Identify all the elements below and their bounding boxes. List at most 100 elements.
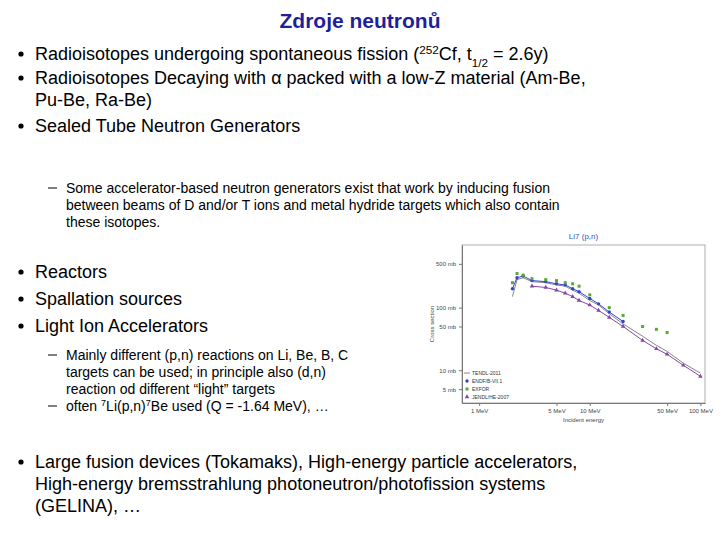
bullet-text: High-energy bremsstrahlung photoneutron/…	[35, 474, 545, 494]
data-point	[577, 298, 582, 302]
data-point	[698, 374, 703, 378]
data-point	[607, 315, 612, 319]
data-point	[515, 276, 518, 279]
bullet-text: between beams of D and/or T ions and met…	[66, 197, 560, 213]
text-run: targets can be used; in principle also (…	[66, 364, 326, 380]
slide-title: Zdroje neutronů	[280, 9, 441, 32]
axis-line	[462, 246, 463, 404]
data-point	[554, 288, 559, 292]
text-run: these isotopes.	[66, 214, 160, 230]
text-run: 252	[419, 43, 439, 56]
legend-marker	[465, 379, 468, 382]
tick-label: 5 MeV	[548, 408, 565, 414]
bullet-text: often 7Li(p,n)7Be used (Q = -1.64 MeV), …	[66, 398, 329, 414]
legend-marker	[465, 394, 470, 398]
plot-area	[511, 272, 703, 378]
legend: TENDL-2011ENDF/B-VII.1EXFORJENDL/HE-2007	[464, 370, 509, 400]
data-point	[654, 346, 659, 350]
data-point	[641, 325, 644, 328]
text-run: Light Ion Accelerators	[35, 316, 208, 336]
text-run: = 2.6y)	[488, 44, 549, 64]
bullet-text: Radioisotopes undergoing spontaneous fis…	[35, 43, 549, 69]
tick-mark	[459, 326, 462, 327]
bullet-text: Pu-Be, Ra-Be)	[35, 90, 152, 110]
data-point	[571, 287, 574, 290]
data-point	[516, 272, 519, 275]
data-point	[640, 338, 645, 342]
data-point	[665, 352, 670, 356]
tick: 100 mb	[436, 305, 462, 311]
tick-label: 100 mb	[436, 305, 457, 311]
dash	[48, 355, 57, 356]
data-point	[578, 285, 581, 288]
tick-mark	[479, 403, 480, 406]
data-point	[521, 274, 524, 277]
bullet-text: Light Ion Accelerators	[35, 316, 208, 336]
tick: 1 MeV	[471, 403, 488, 414]
bullet	[18, 323, 23, 328]
legend-line	[464, 373, 470, 374]
axis-line	[463, 403, 706, 404]
tick-label: 50 MeV	[657, 408, 678, 414]
legend-label: TENDL-2011	[472, 370, 501, 376]
data-point	[555, 282, 558, 285]
slide: Zdroje neutronů Radioisotopes undergoing …	[0, 0, 720, 540]
text-run: Large fusion devices (Tokamaks), High-en…	[35, 452, 577, 472]
bullet	[18, 269, 23, 274]
data-point	[555, 279, 558, 282]
text-run: Reactors	[35, 262, 107, 282]
bullet-text: Large fusion devices (Tokamaks), High-en…	[35, 452, 577, 472]
tick: 5 mb	[443, 387, 462, 393]
dash	[48, 188, 57, 189]
tick-mark	[667, 403, 668, 406]
tick: 10 MeV	[580, 403, 601, 414]
data-point	[577, 290, 580, 293]
bullet	[18, 296, 23, 301]
tick-mark	[459, 264, 462, 265]
tick-mark	[459, 389, 462, 390]
tick: 50 mb	[439, 324, 462, 330]
text-run: Radioisotopes Decaying with α packed wit…	[35, 68, 586, 88]
data-point	[608, 310, 611, 313]
bullet	[18, 123, 23, 128]
tick: 5 MeV	[548, 403, 565, 414]
bullet	[18, 75, 23, 80]
bullet-text: Spallation sources	[35, 289, 182, 309]
text-run: Some accelerator-based neutron generator…	[66, 180, 550, 196]
y-axis-title: Cross section	[429, 306, 435, 342]
text-run: Pu-Be, Ra-Be)	[35, 90, 152, 110]
x-axis-title: Incident energy	[563, 417, 604, 423]
tick-label: 10 MeV	[580, 408, 601, 414]
series-line	[512, 278, 700, 373]
tick: 50 MeV	[657, 403, 678, 414]
bullet-text: Some accelerator-based neutron generator…	[66, 180, 550, 196]
tick: 10 mb	[439, 368, 462, 374]
text-run: (GELINA), …	[35, 496, 141, 516]
x-axis: 1 MeV 5 MeV 10 MeV 50 MeV 100 MeV	[463, 403, 713, 414]
text-run: Mainly different (p,n) reactions on Li, …	[66, 347, 348, 363]
tick-label: 500 mb	[436, 261, 457, 267]
bullet-text: (GELINA), …	[35, 496, 141, 516]
data-point	[666, 331, 669, 334]
bullet	[18, 51, 23, 56]
data-point	[564, 281, 567, 284]
text-run: reaction od different “light” targets	[66, 381, 275, 397]
tick-mark	[590, 403, 591, 406]
tick: 100 MeV	[689, 403, 713, 414]
inset-chart: 1 MeV 5 MeV 10 MeV 50 MeV 100 MeV 5 mb 10 mb 50…	[429, 232, 713, 423]
data-point	[522, 274, 525, 277]
bullet-text: these isotopes.	[66, 214, 160, 230]
tick-label: 10 mb	[439, 368, 456, 374]
plot-frame	[462, 245, 705, 403]
bullet-text: targets can be used; in principle also (…	[66, 364, 326, 380]
series-line	[512, 276, 623, 322]
data-point	[544, 278, 547, 281]
data-point	[571, 282, 574, 285]
tick-mark	[700, 403, 701, 406]
chart-title: Li7 (p,n)	[569, 232, 599, 241]
bullet-text: reaction od different “light” targets	[66, 381, 275, 397]
tick-label: 1 MeV	[471, 408, 488, 414]
text-run: between beams of D and/or T ions and met…	[66, 197, 560, 213]
bullet-text: Sealed Tube Neutron Generators	[35, 116, 300, 136]
text-run: Be used (Q = -1.64 MeV), …	[151, 398, 329, 414]
